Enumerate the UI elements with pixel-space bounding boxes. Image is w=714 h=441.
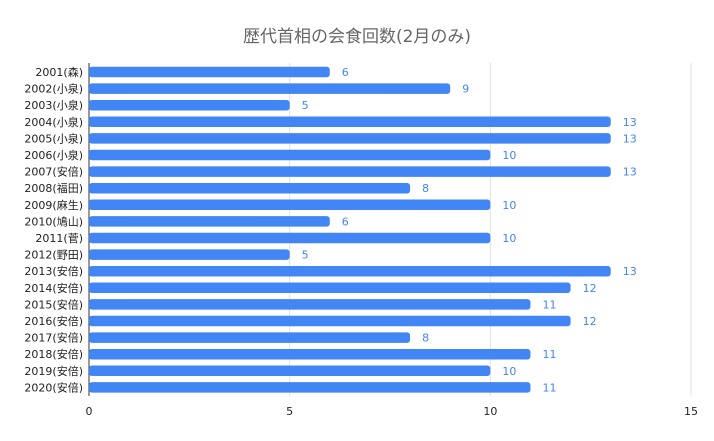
- x-tick-label-3: 15: [684, 405, 698, 418]
- data-label-1: 9: [462, 83, 469, 96]
- category-label-13: 2014(安倍): [24, 281, 83, 295]
- bar-19: [89, 382, 531, 393]
- data-label-18: 10: [502, 365, 516, 378]
- x-tick-label-1: 5: [286, 405, 293, 418]
- x-tick-label-2: 10: [483, 405, 497, 418]
- data-label-5: 10: [502, 149, 516, 162]
- category-label-4: 2005(小泉): [24, 131, 83, 145]
- data-label-8: 10: [502, 199, 516, 212]
- bar-11: [89, 249, 290, 260]
- bar-16: [89, 332, 411, 343]
- data-label-15: 12: [583, 315, 597, 328]
- bar-15: [89, 315, 571, 327]
- bar-9: [89, 216, 330, 227]
- bar-3: [89, 116, 611, 128]
- data-label-12: 13: [623, 265, 637, 278]
- bar-13: [89, 282, 571, 294]
- category-label-9: 2010(鳩山): [24, 214, 83, 228]
- category-label-6: 2007(安倍): [24, 165, 83, 179]
- data-label-7: 8: [422, 182, 429, 195]
- category-label-11: 2012(野田): [24, 249, 83, 262]
- data-label-11: 5: [302, 249, 309, 262]
- data-label-2: 5: [302, 99, 309, 112]
- data-label-13: 12: [583, 282, 597, 295]
- category-label-15: 2016(安倍): [24, 314, 83, 328]
- bar-8: [89, 199, 491, 211]
- data-label-19: 11: [542, 381, 556, 394]
- bar-0: [89, 66, 330, 78]
- data-label-3: 13: [623, 116, 637, 129]
- category-label-16: 2017(安倍): [24, 331, 83, 345]
- category-label-18: 2019(安倍): [24, 364, 83, 378]
- category-label-3: 2004(小泉): [24, 115, 83, 129]
- data-label-4: 13: [623, 132, 637, 145]
- category-label-17: 2018(安倍): [24, 347, 83, 361]
- bar-18: [89, 365, 491, 377]
- bar-17: [89, 348, 531, 360]
- category-label-7: 2008(福田): [24, 181, 83, 195]
- bar-14: [89, 299, 531, 310]
- bar-7: [89, 182, 411, 194]
- data-label-14: 11: [542, 298, 556, 311]
- data-label-6: 13: [623, 166, 637, 179]
- bar-2: [89, 99, 290, 111]
- bar-1: [89, 83, 451, 94]
- data-label-9: 6: [342, 215, 349, 228]
- category-label-14: 2015(安倍): [24, 297, 83, 311]
- x-tick-label-0: 0: [86, 405, 93, 418]
- bar-10: [89, 232, 491, 244]
- bar-12: [89, 265, 611, 277]
- data-label-10: 10: [502, 232, 516, 245]
- category-label-5: 2006(小泉): [24, 148, 83, 162]
- category-label-2: 2003(小泉): [24, 98, 83, 112]
- data-label-16: 8: [422, 332, 429, 345]
- category-label-10: 2011(菅): [35, 232, 83, 245]
- data-label-0: 6: [342, 66, 349, 79]
- bar-6: [89, 166, 611, 177]
- data-label-17: 11: [542, 348, 556, 361]
- bar-5: [89, 149, 491, 161]
- category-label-8: 2009(麻生): [24, 198, 83, 212]
- category-label-0: 2001(森): [35, 65, 83, 79]
- category-label-12: 2013(安倍): [24, 264, 83, 278]
- bar-4: [89, 133, 611, 144]
- category-label-19: 2020(安倍): [24, 380, 83, 394]
- category-label-1: 2002(小泉): [24, 82, 83, 96]
- chart-title: 歴代首相の会食回数(2月のみ): [242, 27, 472, 47]
